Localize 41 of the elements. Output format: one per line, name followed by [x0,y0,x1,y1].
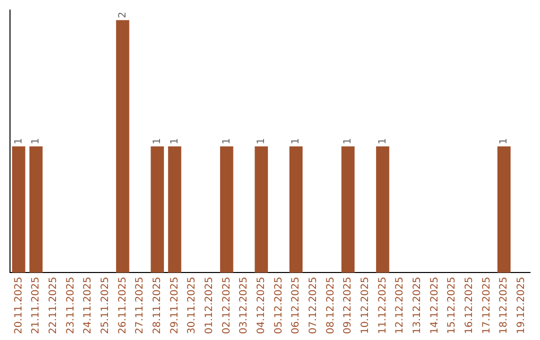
x-tick-label: 01.12.2025 [204,276,215,334]
x-tick-label: 30.11.2025 [186,276,198,334]
x-tick-label: 24.11.2025 [82,276,94,334]
x-tick-label: 20.11.2025 [13,276,24,334]
x-tick-label: 25.11.2025 [100,276,111,334]
x-tick-label: 08.12.2025 [325,276,336,334]
x-tick-label: 28.11.2025 [152,276,163,334]
x-tick-label: 17.12.2025 [481,276,492,334]
data-label: 1 [290,138,302,144]
data-label: 1 [498,138,510,144]
x-tick-label: 11.12.2025 [377,276,388,334]
data-label: 1 [13,138,24,144]
data-label: 1 [30,138,42,144]
x-tick-label: 16.12.2025 [464,276,475,334]
x-tick-label: 02.12.2025 [221,276,232,334]
x-tick-label: 06.12.2025 [290,276,302,334]
x-tick-label: 27.11.2025 [134,276,146,334]
data-label: 1 [256,138,267,144]
data-label: 2 [117,12,128,18]
data-label: 1 [377,138,388,144]
data-label: 1 [169,138,180,144]
x-tick-label: 03.12.2025 [238,276,250,334]
x-tick-label: 29.11.2025 [169,276,180,334]
x-tick-label: 23.11.2025 [65,276,76,334]
data-label: 1 [152,138,163,144]
x-tick-label: 12.12.2025 [394,276,406,334]
data-label: 1 [221,138,232,144]
x-tick-label: 13.12.2025 [412,276,423,334]
x-tick-label: 19.12.2025 [516,276,527,334]
x-tick-label: 05.12.2025 [273,276,284,334]
x-tick-label: 10.12.2025 [360,276,371,334]
data-label: 1 [342,138,354,144]
x-tick-label: 04.12.2025 [256,276,267,334]
x-tick-label: 21.11.2025 [30,276,42,334]
x-tick-label: 22.11.2025 [48,276,59,334]
x-tick-label: 26.11.2025 [117,276,128,334]
x-tick-label: 07.12.2025 [308,276,319,334]
x-tick-label: 09.12.2025 [342,276,354,334]
x-tick-label: 14.12.2025 [429,276,440,334]
x-tick-label: 15.12.2025 [446,276,458,334]
x-tick-label: 18.12.2025 [498,276,510,334]
